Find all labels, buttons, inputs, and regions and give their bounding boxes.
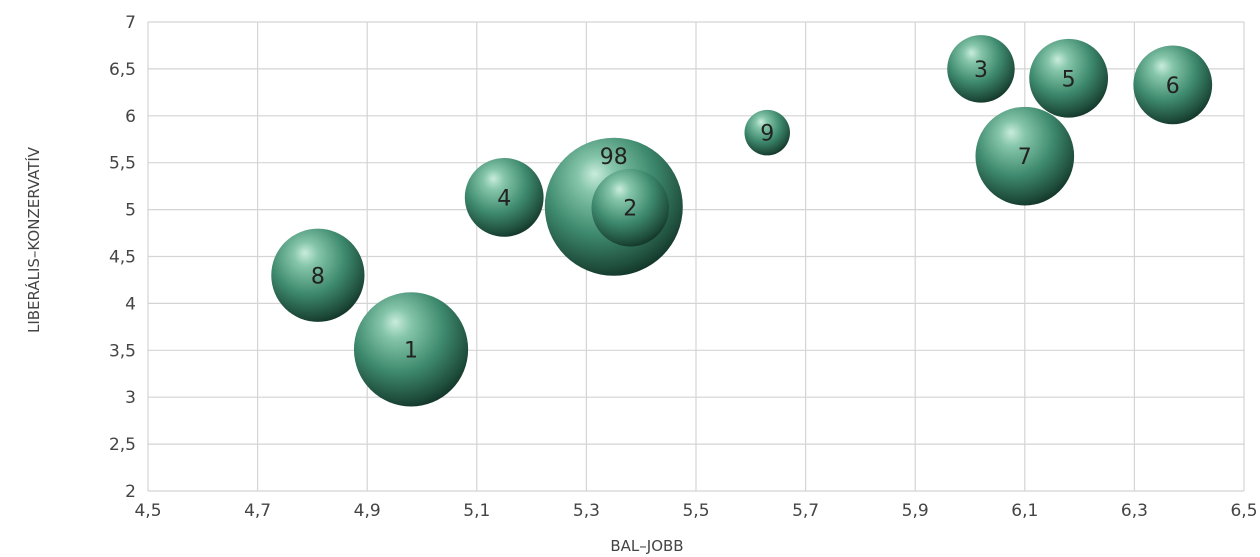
bubble-6: 6 (1133, 45, 1213, 125)
y-tick-label: 4,5 (109, 248, 136, 268)
bubble-circle (947, 35, 1015, 103)
bubble-label: 7 (1018, 145, 1032, 170)
bubble-circle (271, 228, 365, 322)
y-tick-label: 3 (125, 388, 136, 408)
bubbles: 98 1 7 8 6 5 4 2 3 9 (271, 35, 1213, 407)
bubble-circle (353, 292, 469, 407)
x-axis-ticks: 4,5 4,7 4,9 5,1 5,3 5,5 5,7 5,9 6,1 6,3 6,5 (134, 501, 1257, 521)
y-tick-label: 4 (125, 294, 136, 314)
bubble-4: 4 (464, 158, 544, 237)
x-tick-label: 6,3 (1121, 501, 1148, 521)
x-tick-label: 4,7 (244, 501, 271, 521)
x-tick-label: 5,7 (792, 501, 819, 521)
y-tick-label: 7 (125, 13, 136, 33)
y-axis-ticks: 2 2,5 3 3,5 4 4,5 5 5,5 6 6,5 7 (109, 13, 136, 502)
y-tick-label: 2,5 (109, 435, 136, 455)
y-tick-label: 5 (125, 201, 136, 221)
bubble-circle (464, 158, 544, 237)
bubble-circle (591, 168, 669, 247)
x-tick-label: 6,1 (1011, 501, 1038, 521)
x-tick-label: 5,1 (463, 501, 490, 521)
y-tick-label: 5,5 (109, 154, 136, 174)
bubble-label: 6 (1166, 74, 1180, 99)
grid-lines (147, 21, 1245, 492)
bubble-circle (975, 106, 1075, 206)
bubble-label: 9 (760, 122, 774, 147)
x-tick-label: 6,5 (1230, 501, 1257, 521)
bubble-circle (744, 109, 790, 156)
bubble-label: 8 (311, 264, 325, 289)
y-tick-label: 6,5 (109, 60, 136, 80)
x-tick-label: 4,5 (134, 501, 161, 521)
x-tick-label: 4,9 (354, 501, 381, 521)
bubble-1: 1 (353, 292, 469, 407)
bubble-label: 4 (497, 186, 511, 211)
bubble-label: 98 (600, 145, 628, 170)
bubble-8: 8 (271, 228, 365, 322)
bubble-2: 2 (591, 168, 669, 247)
bubble-9: 9 (744, 109, 790, 156)
x-tick-label: 5,5 (682, 501, 709, 521)
bubble-label: 3 (974, 58, 988, 83)
bubble-label: 2 (623, 197, 637, 222)
bubble-5: 5 (1029, 38, 1109, 118)
y-axis-title: LIBERÁLIS–KONZERVATÍV (24, 146, 43, 333)
x-axis-title: BAL–JOBB (610, 537, 683, 555)
bubble-label: 5 (1062, 67, 1076, 92)
bubble-3: 3 (947, 35, 1015, 103)
y-tick-label: 2 (125, 482, 136, 502)
bubble-circle (1133, 45, 1213, 125)
bubble-circle (1029, 38, 1109, 118)
x-tick-label: 5,3 (573, 501, 600, 521)
x-tick-label: 5,9 (902, 501, 929, 521)
y-tick-label: 3,5 (109, 341, 136, 361)
y-tick-label: 6 (125, 107, 136, 127)
bubble-7: 7 (975, 106, 1075, 206)
bubble-label: 1 (404, 338, 418, 363)
